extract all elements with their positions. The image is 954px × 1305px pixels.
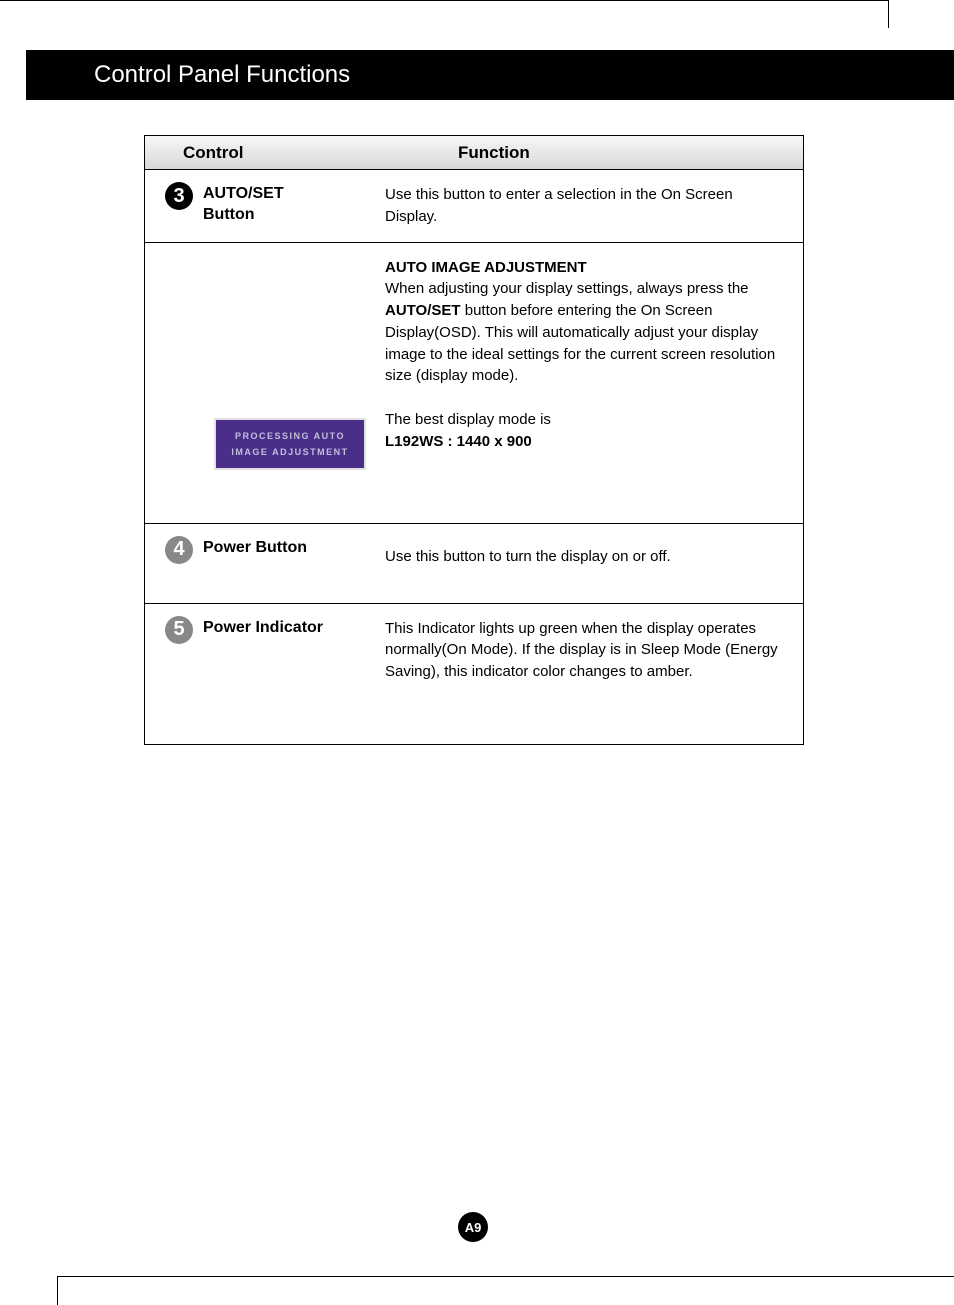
- control-cell: 3 AUTO/SET Button: [145, 170, 385, 242]
- step-number-icon: 3: [165, 182, 193, 210]
- best-mode-block: The best display mode is L192WS : 1440 x…: [385, 409, 785, 453]
- table-row: 3 AUTO/SET Button Use this button to ent…: [145, 170, 803, 524]
- sub-text-pre: When adjusting your display settings, al…: [385, 280, 749, 297]
- step-number-text: 5: [173, 618, 184, 641]
- table-row: 5 Power Indicator This Indicator lights …: [145, 604, 803, 744]
- best-mode-label: The best display mode is: [385, 409, 785, 431]
- page-title: Control Panel Functions: [94, 61, 350, 89]
- page-number-badge: A9: [458, 1212, 488, 1242]
- page-crop-mark-bottom-v: [57, 1276, 58, 1305]
- function-cell: This Indicator lights up green when the …: [385, 604, 803, 744]
- auto-adjustment-block: AUTO IMAGE ADJUSTMENT When adjusting you…: [385, 257, 785, 388]
- model-resolution: L192WS : 1440 x 900: [385, 431, 785, 453]
- page-crop-mark-bottom: [57, 1276, 954, 1277]
- step-number-icon: 4: [165, 536, 193, 564]
- osd-line2: IMAGE ADJUSTMENT: [231, 447, 348, 457]
- page-crop-mark-top: [0, 0, 888, 1]
- page-crop-mark-top-v: [888, 0, 889, 28]
- function-description: This Indicator lights up green when the …: [385, 620, 778, 681]
- page-header: Control Panel Functions: [26, 50, 954, 100]
- control-cell: 4 Power Button: [145, 524, 385, 603]
- control-label-line1: AUTO/SET: [203, 185, 284, 202]
- step-number-icon: 5: [165, 616, 193, 644]
- osd-line1: PROCESSING AUTO: [235, 431, 345, 441]
- function-cell: Use this button to turn the display on o…: [385, 524, 803, 603]
- control-cell: 5 Power Indicator: [145, 604, 385, 744]
- sub-heading: AUTO IMAGE ADJUSTMENT: [385, 257, 785, 279]
- sub-description: When adjusting your display settings, al…: [385, 278, 785, 387]
- function-cell: Use this button to enter a selection in …: [385, 170, 803, 242]
- osd-processing-box: PROCESSING AUTO IMAGE ADJUSTMENT: [214, 418, 366, 470]
- page-number-text: A9: [465, 1220, 482, 1235]
- control-cell-empty: [145, 243, 385, 523]
- sub-text-bold: AUTO/SET: [385, 302, 461, 319]
- function-description: Use this button to enter a selection in …: [385, 186, 733, 225]
- step-number-text: 3: [173, 185, 184, 208]
- function-description: Use this button to turn the display on o…: [385, 548, 671, 565]
- col-header-control: Control: [145, 143, 420, 163]
- table-header-row: Control Function: [145, 136, 803, 170]
- control-label: AUTO/SET Button: [203, 182, 284, 226]
- control-label-line2: Button: [203, 206, 255, 223]
- function-cell-sub: AUTO IMAGE ADJUSTMENT When adjusting you…: [385, 243, 803, 523]
- col-header-function: Function: [420, 143, 803, 163]
- table-row: 4 Power Button Use this button to turn t…: [145, 524, 803, 604]
- step-number-text: 4: [173, 538, 184, 561]
- control-label: Power Indicator: [203, 616, 323, 639]
- control-label: Power Button: [203, 536, 307, 559]
